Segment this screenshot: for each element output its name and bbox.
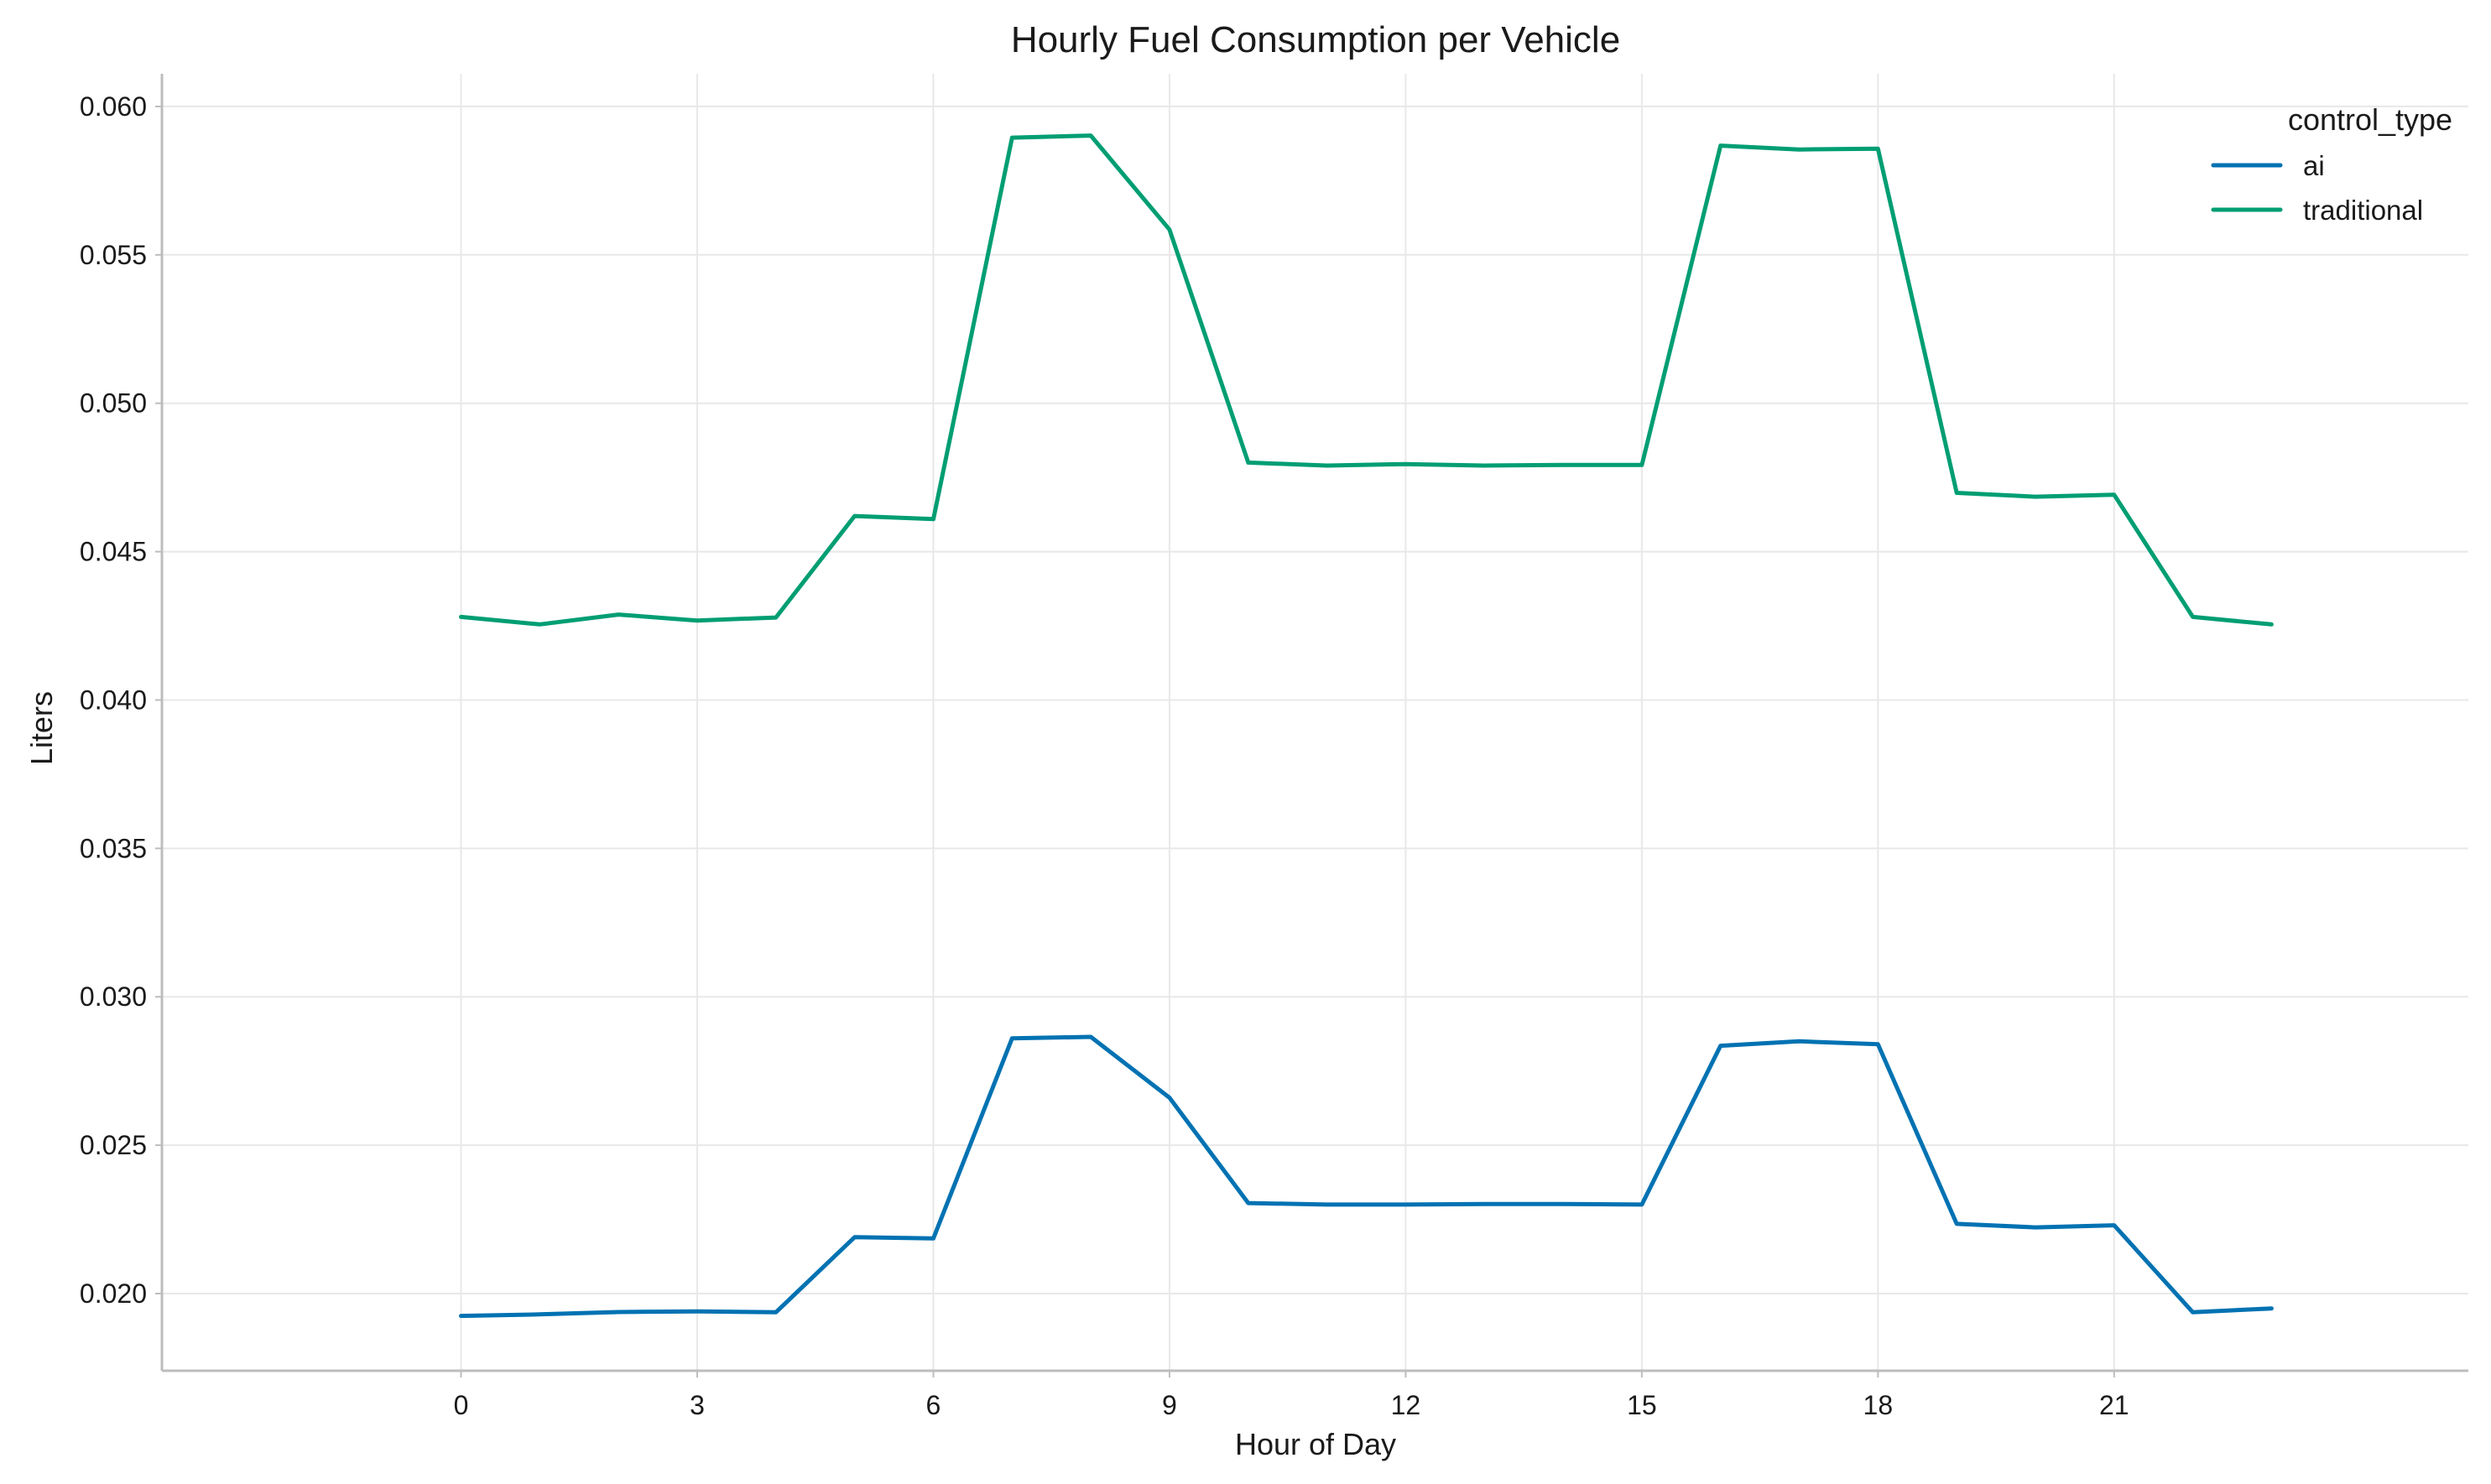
legend: control_type ai traditional <box>2211 102 2452 226</box>
y-tick-label: 0.030 <box>80 982 147 1012</box>
series-line-ai <box>459 1034 2274 1319</box>
grid <box>162 74 2468 1371</box>
chart-title: Hourly Fuel Consumption per Vehicle <box>1011 19 1620 60</box>
y-tick-label: 0.020 <box>80 1278 147 1309</box>
legend-label-traditional: traditional <box>2303 195 2423 226</box>
axis-ticks: 0.020 0.025 0.030 0.035 0.040 0.045 0.050 0.055… <box>80 91 2129 1420</box>
legend-title: control_type <box>2288 102 2452 137</box>
x-tick-label: 6 <box>926 1390 941 1420</box>
series-lines <box>459 133 2274 1319</box>
y-tick-label: 0.040 <box>80 685 147 715</box>
x-axis-label: Hour of Day <box>1235 1427 1396 1461</box>
y-tick-label: 0.055 <box>80 240 147 270</box>
y-tick-label: 0.025 <box>80 1130 147 1160</box>
y-axis-label: Liters <box>24 691 59 765</box>
legend-label-ai: ai <box>2303 150 2325 181</box>
x-tick-label: 21 <box>2099 1390 2129 1420</box>
y-tick-label: 0.045 <box>80 537 147 567</box>
x-tick-label: 18 <box>1863 1390 1894 1420</box>
x-tick-label: 9 <box>1162 1390 1177 1420</box>
y-tick-label: 0.050 <box>80 388 147 419</box>
x-tick-label: 0 <box>454 1390 469 1420</box>
series-line-traditional <box>459 133 2274 627</box>
x-tick-label: 12 <box>1391 1390 1421 1420</box>
x-tick-label: 15 <box>1627 1390 1657 1420</box>
y-tick-label: 0.035 <box>80 833 147 863</box>
axes-spines <box>160 74 2468 1372</box>
x-tick-label: 3 <box>690 1390 705 1420</box>
y-tick-label: 0.060 <box>80 91 147 122</box>
